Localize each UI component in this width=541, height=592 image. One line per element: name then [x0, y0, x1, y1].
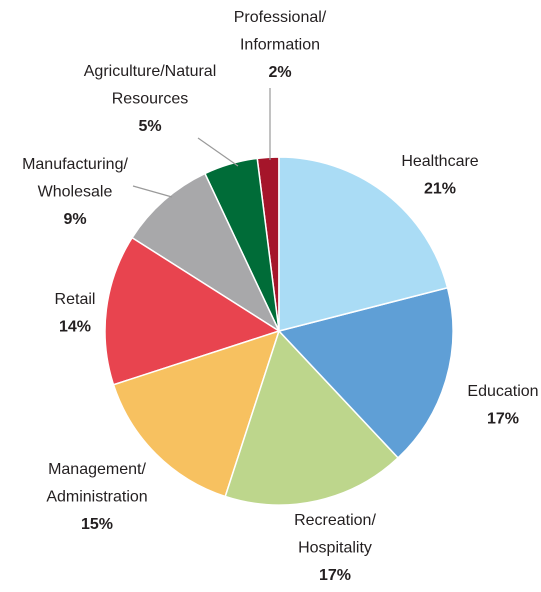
- value-label: 17%: [487, 411, 519, 428]
- slice-label: Administration: [46, 489, 147, 506]
- value-label: 17%: [319, 567, 351, 584]
- slice-label: Manufacturing/: [22, 156, 128, 173]
- leader-line: [197, 137, 239, 167]
- value-label: 9%: [63, 211, 86, 228]
- slice-label: Wholesale: [38, 184, 113, 201]
- pie-slice: [131, 172, 281, 334]
- pie-slice: [224, 329, 400, 506]
- slice-label: Retail: [55, 291, 96, 308]
- slice-label: Recreation/: [294, 512, 376, 529]
- pie-slice: [278, 156, 449, 332]
- value-label: 15%: [81, 516, 113, 533]
- slice-label: Healthcare: [401, 153, 478, 170]
- value-label: 14%: [59, 319, 91, 336]
- slice-label: Professional/: [234, 9, 327, 26]
- pie-slice: [277, 286, 454, 459]
- slice-label: Agriculture/Natural: [84, 63, 217, 80]
- value-label: 2%: [268, 64, 291, 81]
- pie-slice: [104, 236, 281, 386]
- value-label: 5%: [138, 118, 161, 135]
- slice-label: Management/: [48, 461, 146, 478]
- pie-slice: [112, 329, 281, 498]
- leader-line: [132, 185, 173, 198]
- slice-label: Education: [467, 383, 538, 400]
- slice-label: Resources: [112, 91, 188, 108]
- slice-label: Information: [240, 37, 320, 54]
- value-label: 21%: [424, 181, 456, 198]
- slice-label: Hospitality: [298, 540, 372, 557]
